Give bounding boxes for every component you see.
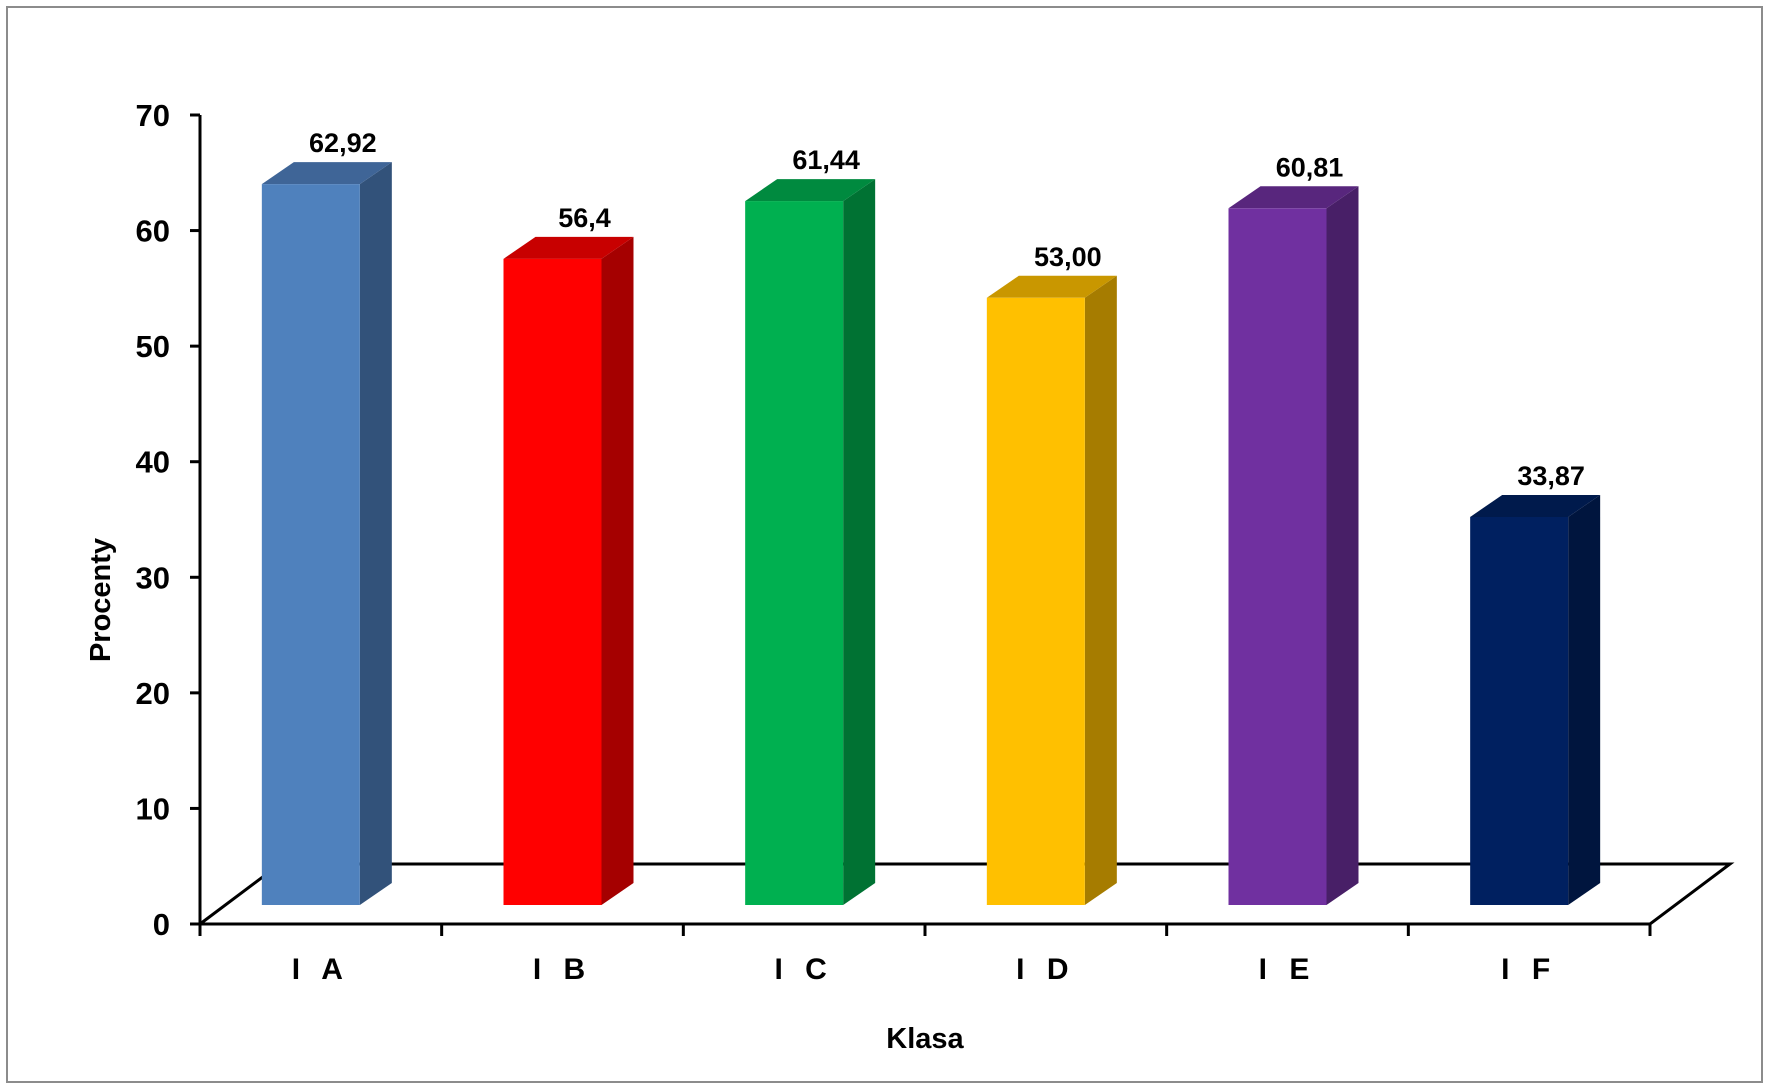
bar-front bbox=[1228, 208, 1327, 905]
data-label: 62,92 bbox=[309, 128, 377, 158]
bar-side bbox=[1084, 275, 1117, 905]
bar-side bbox=[843, 179, 876, 906]
bar-side bbox=[359, 162, 392, 905]
bar-side bbox=[1326, 186, 1359, 905]
data-label: 61,44 bbox=[792, 145, 860, 175]
axes bbox=[190, 113, 1652, 936]
bar-top bbox=[261, 162, 392, 185]
y-tick-label: 40 bbox=[136, 445, 170, 480]
bar-top bbox=[986, 275, 1117, 298]
bar-side bbox=[1568, 494, 1601, 905]
x-tick-label: I F bbox=[1501, 953, 1557, 986]
labels: 0 10 20 30 40 50 60 70 62,92 I A 56,4 I B 61,44 I C 53… bbox=[136, 98, 1585, 986]
bar-front bbox=[745, 201, 844, 906]
bar-top bbox=[503, 236, 634, 259]
x-axis-title: Klasa bbox=[886, 1023, 964, 1055]
bars bbox=[261, 162, 1601, 906]
bar-i-a bbox=[261, 162, 392, 905]
bar-top bbox=[745, 179, 876, 202]
bar-top bbox=[1228, 186, 1359, 209]
data-label: 33,87 bbox=[1517, 461, 1585, 491]
y-tick-label: 20 bbox=[136, 676, 170, 711]
bar-i-f bbox=[1470, 494, 1601, 905]
y-axis-title: Procenty bbox=[85, 538, 117, 662]
bar-i-e bbox=[1228, 186, 1359, 905]
bar-i-c bbox=[745, 179, 876, 906]
y-tick-label: 70 bbox=[136, 98, 170, 133]
y-tick-label: 50 bbox=[136, 329, 170, 364]
bar-side bbox=[601, 236, 634, 905]
bar-front bbox=[986, 297, 1085, 905]
x-tick-label: I D bbox=[1016, 953, 1075, 986]
bar-front bbox=[1470, 516, 1569, 905]
x-tick-label: I C bbox=[774, 953, 833, 986]
y-tick-label: 10 bbox=[136, 791, 170, 826]
y-tick-label: 30 bbox=[136, 560, 170, 595]
bar-i-b bbox=[503, 236, 634, 905]
data-label: 60,81 bbox=[1276, 152, 1344, 182]
data-label: 56,4 bbox=[558, 203, 611, 233]
bar-top bbox=[1470, 494, 1601, 517]
bar-front bbox=[261, 184, 360, 905]
y-tick-label: 0 bbox=[153, 907, 170, 942]
y-tick-label: 60 bbox=[136, 214, 170, 249]
data-label: 53,00 bbox=[1034, 242, 1102, 272]
x-tick-label: I B bbox=[533, 953, 592, 986]
bar-i-d bbox=[986, 275, 1117, 905]
bar-front bbox=[503, 258, 602, 905]
x-tick-label: I E bbox=[1259, 953, 1317, 986]
x-tick-label: I A bbox=[292, 953, 350, 986]
